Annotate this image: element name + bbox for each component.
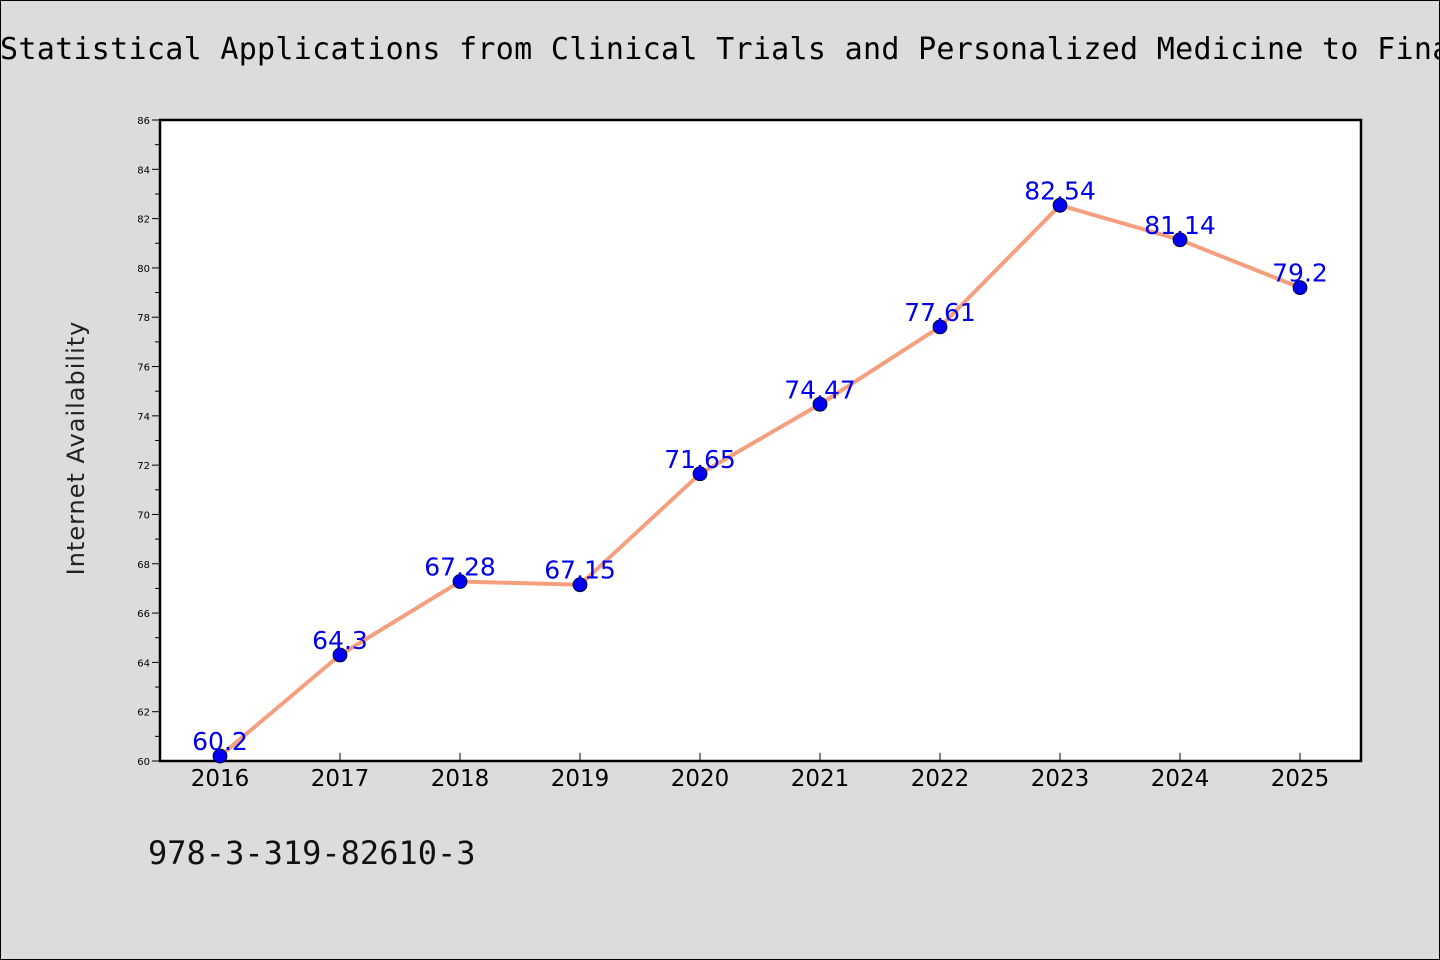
y-tick-label: 68: [137, 560, 150, 571]
data-point[interactable]: [212, 748, 228, 764]
y-tick-label: 64: [137, 658, 150, 669]
y-tick-label: 72: [137, 461, 150, 472]
y-tick-label: 74: [137, 412, 150, 423]
chart-title: Statistical Applications from Clinical T…: [0, 32, 1440, 67]
y-tick-label: 62: [137, 708, 150, 719]
data-label: 67.28: [424, 553, 496, 582]
data-label: 77.61: [904, 298, 976, 327]
data-point[interactable]: [932, 319, 948, 335]
data-label: 74.47: [784, 375, 856, 404]
y-tick-label: 84: [137, 165, 150, 176]
isbn-text: 978-3-319-82610-3: [148, 834, 476, 872]
data-label: 60.2: [192, 727, 248, 756]
data-point[interactable]: [452, 574, 468, 589]
x-tick-label: 2020: [671, 766, 730, 792]
data-point[interactable]: [572, 577, 588, 593]
y-tick-label: 60: [137, 757, 150, 768]
x-tick-label: 2016: [191, 766, 250, 792]
x-tick-label: 2024: [1151, 766, 1210, 792]
data-point[interactable]: [1292, 280, 1308, 296]
x-tick-label: 2021: [791, 766, 850, 792]
y-axis-ticks: 60 62 64 66 68 70 72 74 76 78 80 82 84 86: [137, 116, 160, 768]
y-tick-label: 66: [137, 609, 150, 620]
x-tick-label: 2018: [431, 766, 490, 792]
data-label: 79.2: [1272, 259, 1328, 288]
data-point[interactable]: [332, 647, 348, 663]
data-label: 67.15: [544, 556, 616, 585]
y-tick-label: 78: [137, 313, 150, 324]
data-point[interactable]: [1172, 232, 1188, 248]
y-tick-label: 76: [137, 363, 150, 374]
data-point[interactable]: [692, 466, 708, 482]
y-tick-label: 86: [137, 116, 150, 127]
x-axis-ticks: 2016 2017 2018 2019 2020 2021 2022 2023 2024 2025: [191, 753, 1330, 792]
data-label: 64.3: [312, 626, 368, 655]
y-tick-label: 80: [137, 264, 150, 275]
x-tick-label: 2023: [1031, 766, 1090, 792]
series-group: 60.2 64.3 67.28 67.15 71.65 74.47 77.61 82.54 81…: [192, 176, 1328, 764]
x-tick-label: 2017: [311, 766, 370, 792]
y-tick-label: 82: [137, 215, 150, 226]
data-point[interactable]: [812, 396, 828, 412]
y-tick-label: 70: [137, 510, 150, 521]
x-tick-label: 2022: [911, 766, 970, 792]
data-label: 81.14: [1144, 211, 1216, 240]
data-label: 71.65: [664, 445, 736, 474]
x-tick-label: 2019: [551, 766, 610, 792]
x-tick-label: 2025: [1271, 766, 1330, 792]
series-line: [218, 203, 1301, 758]
data-label: 82.54: [1024, 176, 1096, 205]
data-point[interactable]: [1052, 197, 1068, 213]
